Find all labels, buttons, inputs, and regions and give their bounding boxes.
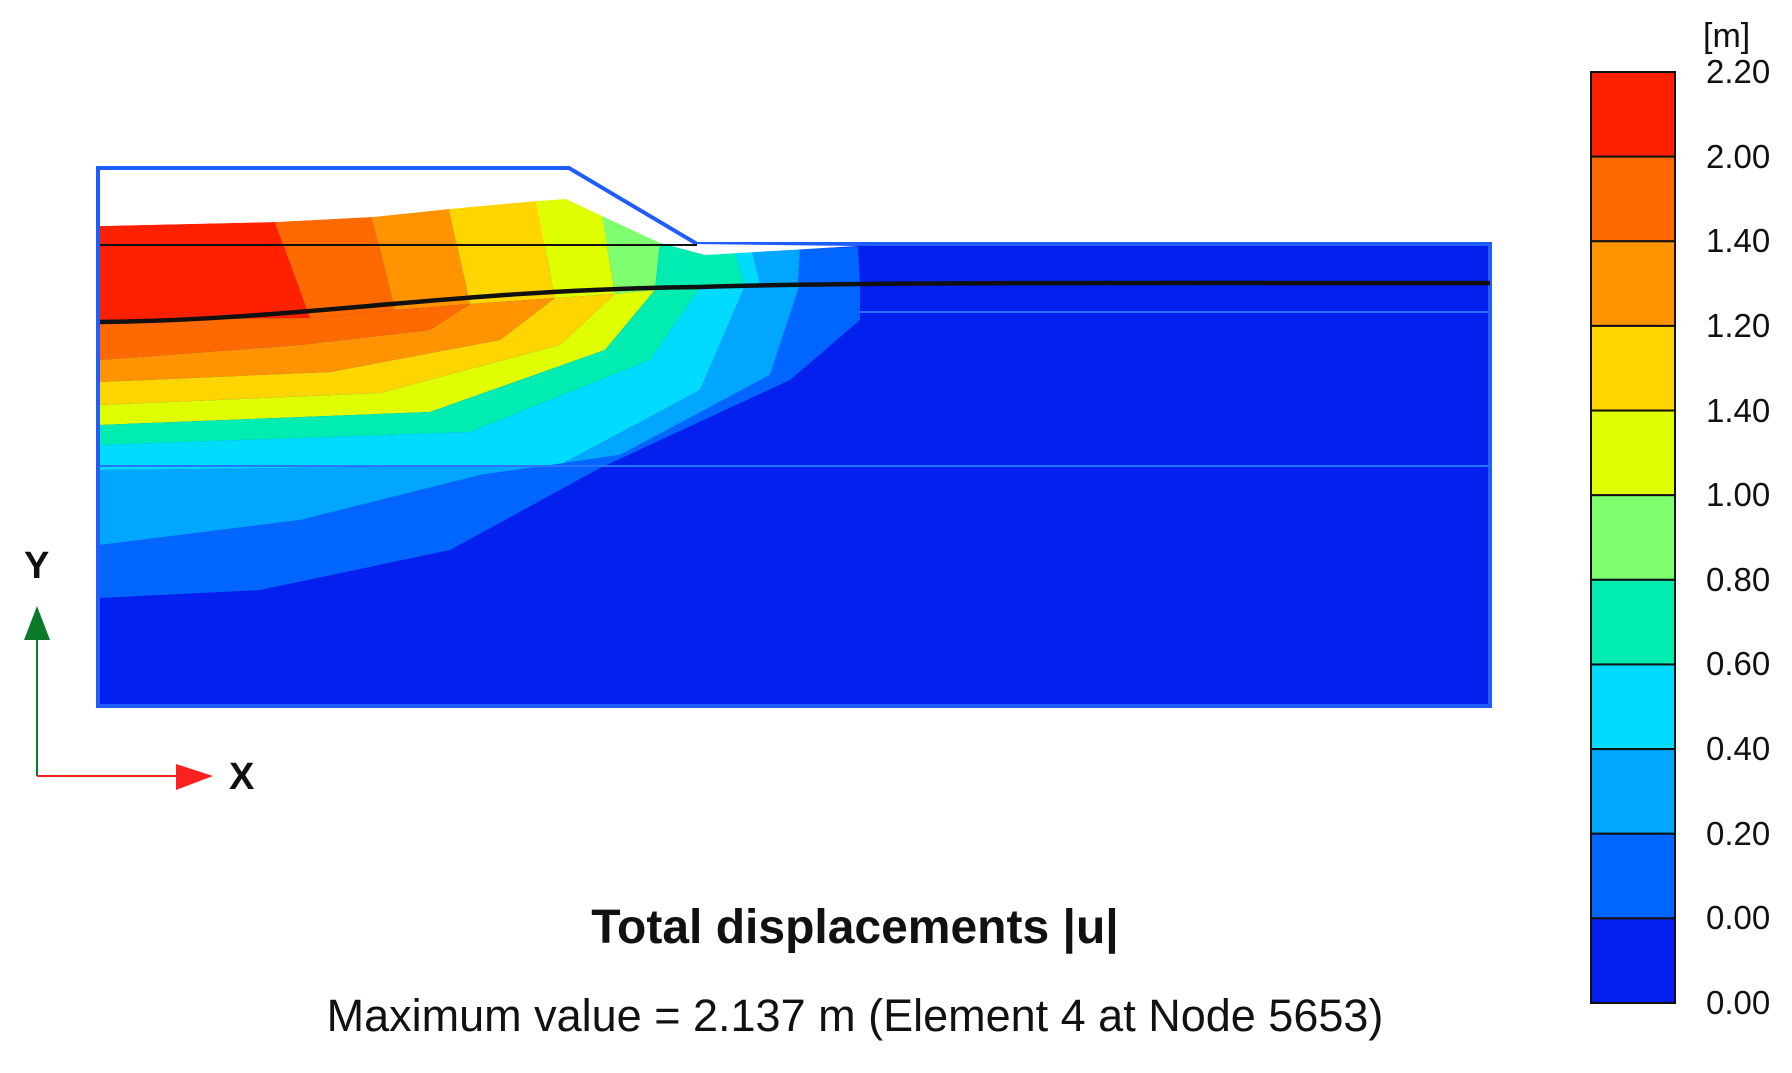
contour-band-cyan-toe [735, 251, 760, 286]
contour-arc-cyan [100, 286, 745, 470]
y-axis-arrow [24, 606, 50, 640]
legend-unit: [m] [1703, 17, 1751, 55]
legend-label: 0.20 [1706, 814, 1771, 852]
embankment-outline [96, 166, 1492, 708]
contour-band-yellow-green [536, 199, 615, 298]
legend-label: 0.60 [1706, 645, 1771, 683]
legend-label: 1.20 [1706, 306, 1771, 344]
contour-arc-yellow [100, 294, 615, 405]
y-axis-label: Y [24, 545, 50, 587]
model-domain[interactable] [96, 166, 1492, 708]
legend-label: 2.20 [1706, 53, 1771, 90]
contour-arc-yellow-green [100, 290, 655, 425]
legend-swatch [1590, 324, 1676, 412]
x-axis-arrow [176, 764, 213, 790]
legend-label: 0.00 [1706, 984, 1771, 1021]
contour-arc-orange-red [100, 304, 470, 360]
legend-swatch [1590, 663, 1676, 751]
contour-band-red [100, 222, 310, 320]
legend-label: 0.40 [1706, 730, 1771, 768]
plot-subtitle: Maximum value = 2.137 m (Element 4 at No… [326, 990, 1384, 1041]
contour-band-blue-toe [798, 247, 860, 285]
axis-indicator [24, 606, 213, 790]
legend-label: 2.00 [1706, 137, 1771, 175]
legend-label: 1.40 [1706, 222, 1771, 260]
legend-label: 1.40 [1706, 391, 1771, 429]
legend-swatch [1590, 578, 1676, 666]
contour-band-lightblue-toe [752, 249, 800, 284]
contour-band-orange-red [275, 217, 395, 318]
legend-swatch [1590, 748, 1676, 835]
legend-color-bar [1590, 71, 1676, 1005]
contour-arc-blue [100, 284, 860, 598]
legend-label: 0.80 [1706, 560, 1771, 598]
legend-swatch [1590, 917, 1676, 1005]
contour-band-turquoise-toe [655, 243, 745, 290]
legend-swatch [1590, 832, 1676, 920]
contour-arc-lightblue [100, 284, 800, 545]
legend-swatch [1590, 494, 1676, 581]
x-axis-label: X [229, 756, 255, 798]
legend-label: 1.00 [1706, 476, 1771, 514]
embankment-contours [100, 199, 860, 598]
contour-band-yellow [449, 201, 555, 304]
legend-swatch [1590, 409, 1676, 497]
contour-arc-green [100, 288, 700, 445]
contour-band-light-green [602, 216, 660, 294]
contour-arc-orange [100, 298, 555, 382]
legend-swatch [1590, 240, 1676, 327]
plot-title: Total displacements |u| [591, 901, 1119, 954]
legend-swatch [1590, 155, 1676, 243]
legend-swatch [1590, 71, 1676, 158]
phreatic-line [99, 280, 1491, 325]
contour-band-orange [372, 209, 470, 310]
embankment-crest-void [100, 170, 858, 255]
legend-label: 0.00 [1706, 899, 1771, 937]
